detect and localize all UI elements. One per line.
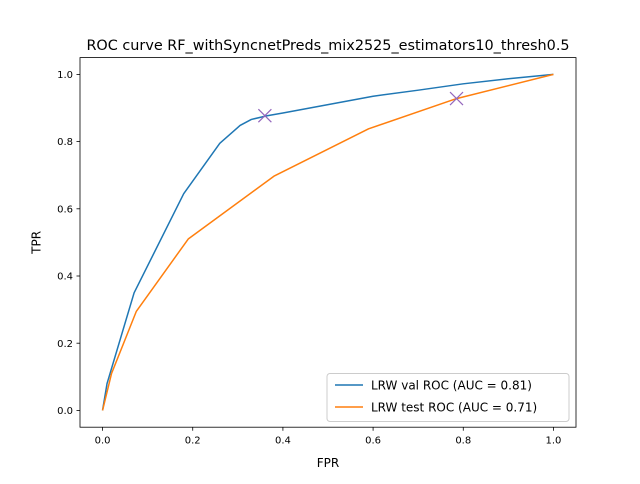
y-axis-label: TPR bbox=[30, 231, 44, 255]
y-tick-label: 0.6 bbox=[57, 204, 73, 215]
y-tick-label: 0.0 bbox=[57, 406, 73, 417]
plot-markers bbox=[257, 91, 464, 123]
y-tick-label: 0.4 bbox=[57, 272, 73, 283]
x-tick-label: 0.6 bbox=[365, 436, 381, 447]
axes-frame bbox=[79, 57, 577, 428]
legend: LRW val ROC (AUC = 0.81) LRW test ROC (A… bbox=[326, 373, 570, 422]
series-line-0 bbox=[101, 73, 554, 411]
x-tick-label: 0.0 bbox=[95, 436, 111, 447]
y-tick-label: 1.0 bbox=[57, 70, 73, 81]
plot-lines bbox=[101, 73, 554, 411]
x-axis-label: FPR bbox=[317, 456, 339, 470]
legend-box bbox=[326, 373, 570, 422]
legend-label-test: LRW test ROC (AUC = 0.71) bbox=[371, 401, 537, 415]
y-tick-label: 0.8 bbox=[57, 137, 73, 148]
legend-label-val: LRW val ROC (AUC = 0.81) bbox=[371, 379, 532, 393]
threshold-marker-0 bbox=[257, 108, 272, 123]
x-tick-label: 0.4 bbox=[275, 436, 291, 447]
y-tick-label: 0.2 bbox=[57, 339, 73, 350]
x-tick-label: 0.8 bbox=[455, 436, 471, 447]
y-axis-ticks: 0.0 0.2 0.4 0.6 0.8 1.0 bbox=[57, 70, 80, 417]
threshold-marker-1 bbox=[449, 91, 464, 106]
x-tick-label: 1.0 bbox=[546, 436, 562, 447]
x-axis-ticks: 0.0 0.2 0.4 0.6 0.8 1.0 bbox=[95, 427, 562, 447]
series-line-1 bbox=[101, 73, 554, 411]
chart-title: ROC curve RF_withSyncnetPreds_mix2525_es… bbox=[86, 38, 569, 54]
x-tick-label: 0.2 bbox=[185, 436, 201, 447]
